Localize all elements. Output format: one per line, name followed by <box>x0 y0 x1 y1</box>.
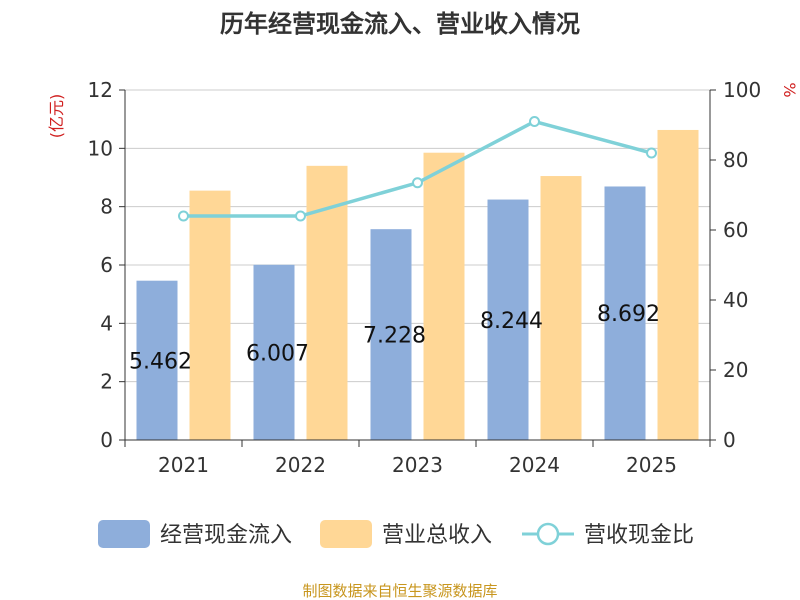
bar-revenue <box>189 190 231 440</box>
data-label: 8.692 <box>597 302 660 327</box>
legend-swatch-ratio-marker <box>536 522 560 546</box>
data-label: 8.244 <box>480 309 543 334</box>
x-tick-label: 2022 <box>275 453 326 477</box>
left-tick-label: 2 <box>100 370 113 394</box>
left-tick-label: 10 <box>88 136 113 160</box>
left-tick-label: 8 <box>100 195 113 219</box>
right-tick-label: 40 <box>723 288 748 312</box>
bar-cash-inflow <box>136 280 178 440</box>
right-tick-label: 60 <box>723 218 748 242</box>
chart-title: 历年经营现金流入、营业收入情况 <box>220 10 580 38</box>
right-tick-label: 0 <box>723 428 736 452</box>
legend: 经营现金流入 营业总收入 营收现金比 <box>98 520 694 548</box>
bar-revenue <box>540 176 582 440</box>
x-tick-label: 2025 <box>626 453 677 477</box>
ratio-point <box>178 210 189 222</box>
axes: 0 2 4 6 8 10 12 0 20 40 60 80 100 2021 2022 2023 2024 202… <box>88 78 762 477</box>
bar-revenue <box>423 152 465 441</box>
ratio-point <box>646 147 657 159</box>
left-tick-label: 12 <box>88 78 113 102</box>
data-label: 5.462 <box>129 349 192 374</box>
source-footer: 制图数据来自恒生聚源数据库 <box>302 582 497 600</box>
right-tick-label: 100 <box>723 78 761 102</box>
ratio-point <box>529 116 540 127</box>
left-tick-label: 0 <box>100 428 113 452</box>
bars <box>136 129 699 441</box>
left-axis-unit: (亿元) <box>47 94 66 139</box>
left-tick-label: 6 <box>100 253 113 277</box>
ratio-line <box>178 116 657 222</box>
legend-swatch-revenue <box>320 520 372 548</box>
bar-cash-inflow <box>604 186 646 440</box>
bar-cash-inflow <box>253 264 295 440</box>
bar-cash-inflow <box>487 199 529 440</box>
bar-revenue <box>657 129 699 441</box>
legend-label-revenue: 营业总收入 <box>382 523 492 548</box>
data-labels: 5.462 6.007 7.228 8.244 8.692 <box>129 302 660 374</box>
right-axis-unit: % <box>780 82 799 97</box>
left-tick-label: 4 <box>100 311 113 335</box>
data-label: 7.228 <box>363 324 426 349</box>
x-tick-label: 2023 <box>392 453 443 477</box>
legend-swatch-cash-inflow <box>98 520 150 548</box>
right-tick-label: 20 <box>723 358 748 382</box>
data-label: 6.007 <box>246 341 309 366</box>
right-tick-label: 80 <box>723 148 748 172</box>
legend-label-ratio: 营收现金比 <box>584 523 694 548</box>
legend-label-cash-inflow: 经营现金流入 <box>160 523 292 548</box>
bar-cash-inflow <box>370 229 412 440</box>
ratio-point <box>412 177 423 189</box>
x-tick-label: 2021 <box>158 453 209 477</box>
x-tick-label: 2024 <box>509 453 560 477</box>
ratio-point <box>295 210 306 222</box>
